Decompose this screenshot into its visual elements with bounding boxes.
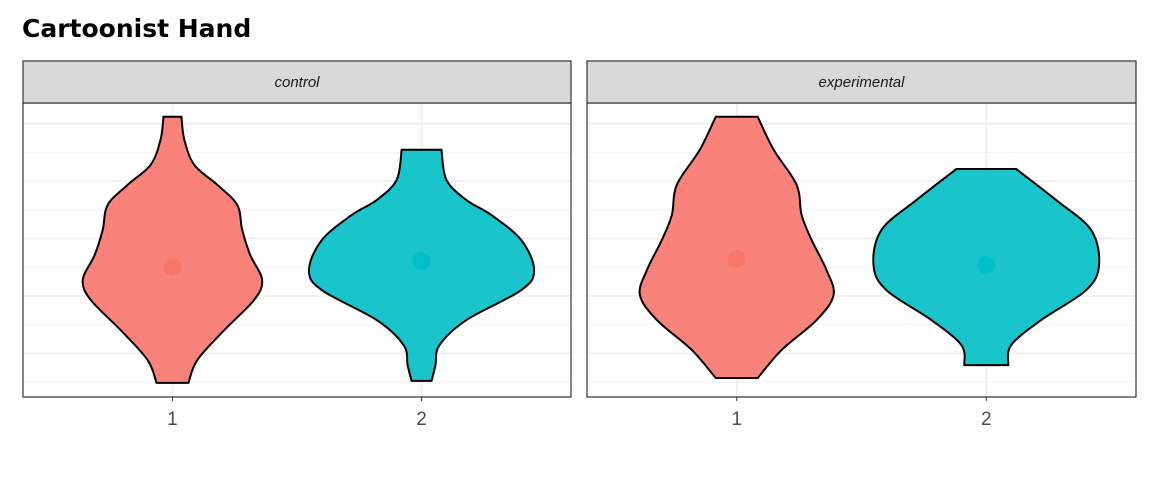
violin [638, 115, 835, 380]
mean-point [727, 249, 746, 268]
x-tick-label: 1 [731, 409, 742, 430]
strip-label: control [274, 74, 320, 91]
x-tick-label: 1 [167, 409, 178, 430]
strip [586, 60, 1137, 104]
x-tick-label: 2 [416, 409, 427, 430]
chart-title: Cartoonist Hand [22, 14, 251, 43]
x-tick-label: 2 [981, 409, 992, 430]
strip [22, 60, 572, 104]
strip-label: experimental [819, 74, 906, 91]
mean-point [977, 255, 996, 274]
violin [81, 115, 264, 384]
mean-point [412, 251, 431, 270]
mean-point [163, 257, 182, 276]
